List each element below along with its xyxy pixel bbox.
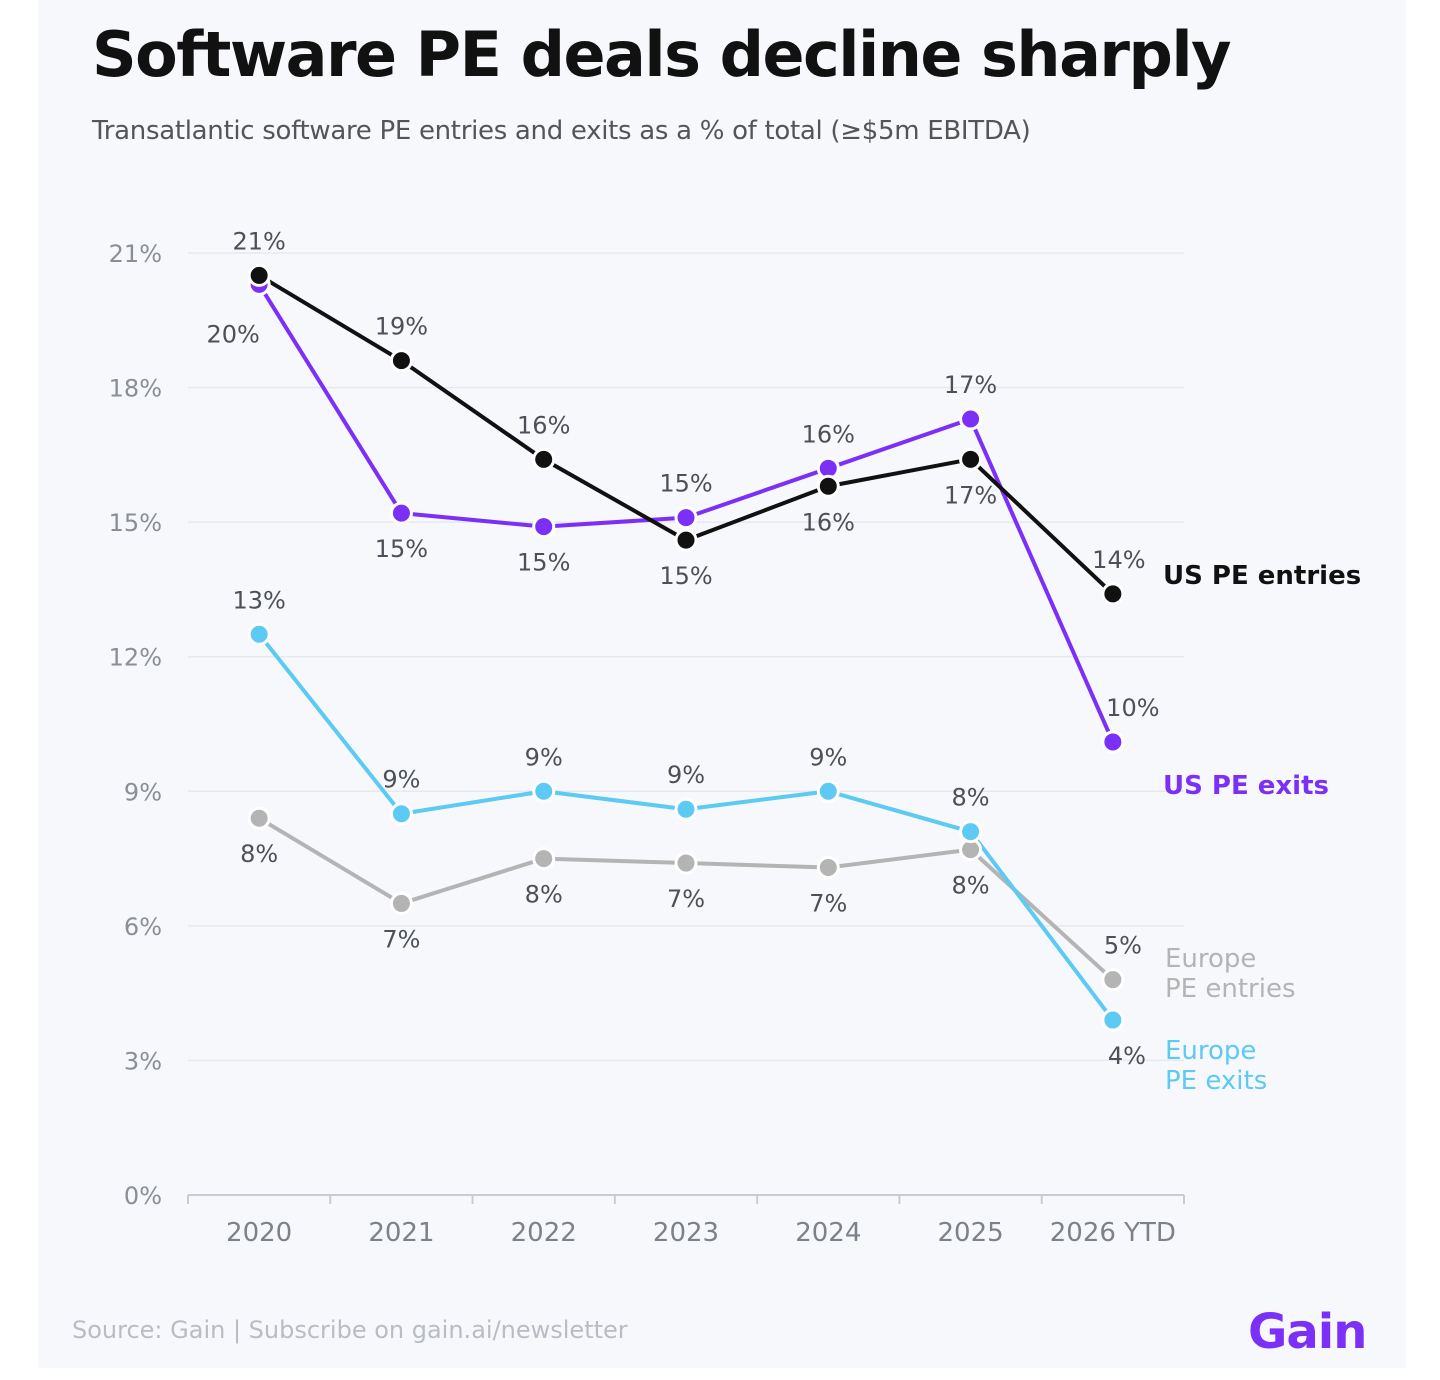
legend-label-europe-pe-exits: Europe PE exits — [1165, 1036, 1267, 1096]
data-label: 8% — [952, 784, 990, 812]
data-point — [389, 501, 413, 525]
data-label: 5% — [1104, 932, 1142, 960]
y-tick-label: 18% — [109, 375, 162, 403]
x-tick-label: 2025 — [937, 1218, 1003, 1248]
data-point — [532, 447, 556, 471]
data-label: 9% — [525, 743, 563, 771]
data-point — [959, 447, 983, 471]
data-point — [816, 856, 840, 880]
y-tick-label: 21% — [109, 240, 162, 268]
legend-label-line: Europe — [1165, 944, 1256, 974]
legend-label-us-pe-entries: US PE entries — [1163, 561, 1361, 591]
chart-card — [38, 0, 1406, 1368]
x-tick-label: 2023 — [653, 1218, 719, 1248]
legend-label-line: PE exits — [1165, 1066, 1267, 1096]
data-point — [674, 506, 698, 530]
data-label: 15% — [659, 562, 712, 590]
data-label: 15% — [517, 549, 570, 577]
legend-label-us-pe-exits: US PE exits — [1163, 771, 1329, 801]
data-label: 4% — [1108, 1042, 1146, 1070]
y-tick-label: 6% — [124, 913, 162, 941]
x-tick-label: 2026 YTD — [1050, 1218, 1176, 1248]
data-label: 8% — [240, 840, 278, 868]
data-point — [532, 515, 556, 539]
y-tick-label: 12% — [109, 644, 162, 672]
data-point — [959, 820, 983, 844]
data-point — [1101, 582, 1125, 606]
x-tick-label: 2021 — [368, 1218, 434, 1248]
y-tick-label: 9% — [124, 778, 162, 806]
data-label: 16% — [517, 411, 570, 439]
data-label: 16% — [802, 420, 855, 448]
data-label: 13% — [232, 586, 285, 614]
data-point — [532, 847, 556, 871]
data-label: 7% — [382, 925, 420, 953]
series-line-europe-pe-exits — [257, 633, 1115, 1022]
gain-logo: Gain — [1248, 1304, 1367, 1360]
chart-title: Software PE deals decline sharply — [92, 18, 1232, 91]
source-note: Source: Gain | Subscribe on gain.ai/news… — [72, 1316, 628, 1344]
data-label: 17% — [944, 371, 997, 399]
data-label: 21% — [232, 227, 285, 255]
data-label: 20% — [206, 320, 259, 348]
data-point — [959, 407, 983, 431]
data-label: 7% — [809, 890, 847, 918]
data-label: 9% — [809, 743, 847, 771]
data-point — [389, 802, 413, 826]
data-label: 9% — [382, 766, 420, 794]
data-point — [532, 779, 556, 803]
data-point — [389, 349, 413, 373]
data-label: 17% — [944, 481, 997, 509]
data-point — [674, 851, 698, 875]
x-tick-label: 2024 — [795, 1218, 861, 1248]
data-point — [674, 528, 698, 552]
data-label: 19% — [375, 313, 428, 341]
data-point — [247, 806, 271, 830]
data-point — [1101, 1008, 1125, 1032]
legend-label-line: PE entries — [1165, 974, 1296, 1004]
y-tick-label: 0% — [124, 1182, 162, 1210]
data-label: 8% — [952, 872, 990, 900]
data-label: 15% — [659, 470, 712, 498]
data-point — [1101, 730, 1125, 754]
data-point — [674, 797, 698, 821]
data-label: 8% — [525, 881, 563, 909]
data-point — [247, 263, 271, 287]
data-label: 10% — [1106, 694, 1159, 722]
data-point — [1101, 968, 1125, 992]
x-tick-label: 2020 — [226, 1218, 292, 1248]
y-tick-label: 15% — [109, 509, 162, 537]
data-point — [816, 474, 840, 498]
chart-subtitle: Transatlantic software PE entries and ex… — [92, 116, 1031, 146]
data-point — [389, 891, 413, 915]
legend-label-line: Europe — [1165, 1036, 1256, 1066]
legend-label-europe-pe-entries: Europe PE entries — [1165, 944, 1296, 1004]
y-tick-label: 3% — [124, 1047, 162, 1075]
data-label: 7% — [667, 885, 705, 913]
data-label: 9% — [667, 761, 705, 789]
data-label: 14% — [1092, 546, 1145, 574]
data-point — [247, 622, 271, 646]
data-label: 16% — [802, 508, 855, 536]
data-point — [816, 779, 840, 803]
x-tick-label: 2022 — [511, 1218, 577, 1248]
data-label: 15% — [375, 535, 428, 563]
